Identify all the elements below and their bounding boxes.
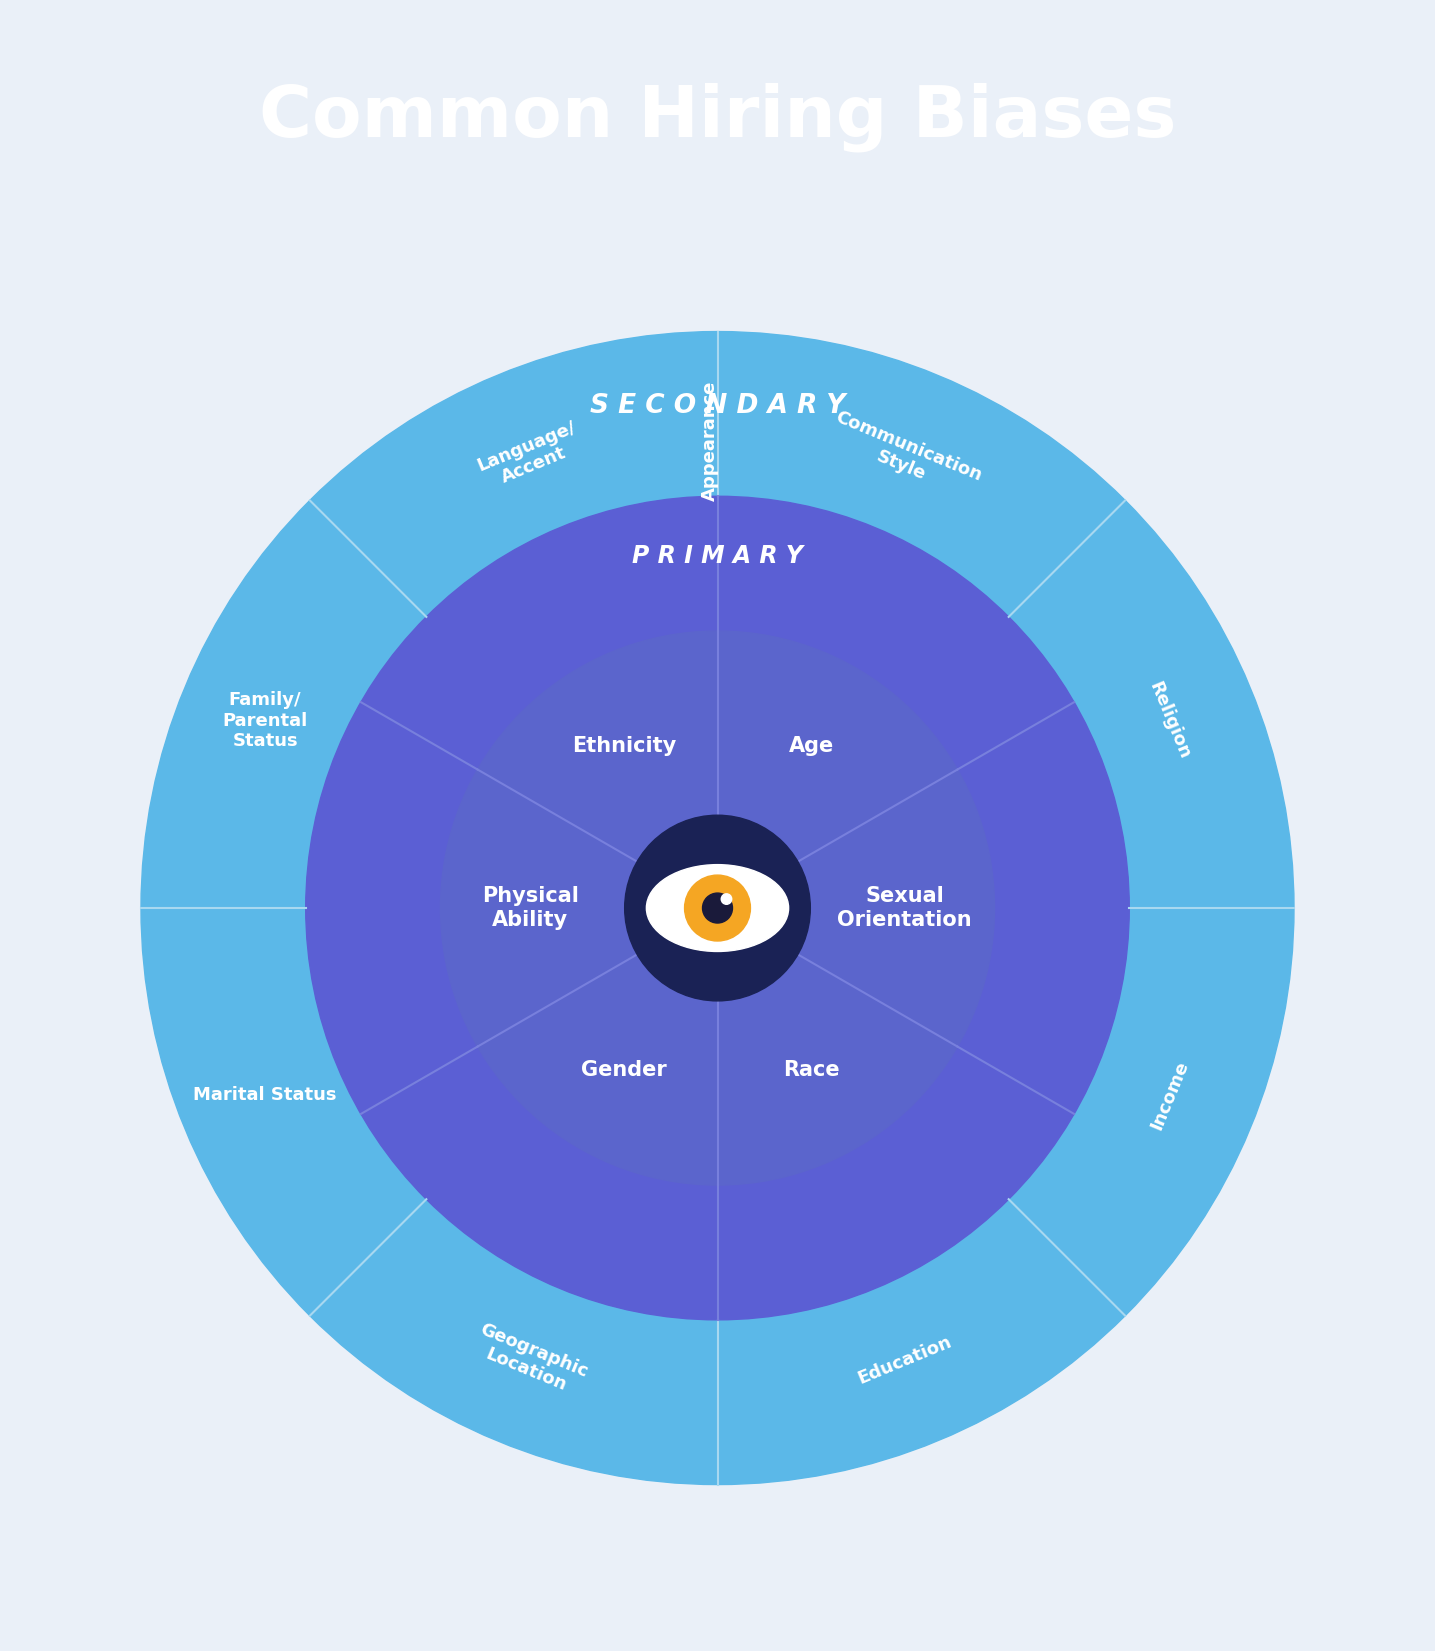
Text: Income: Income [1148,1058,1192,1133]
Text: Physical
Ability: Physical Ability [482,887,578,930]
Circle shape [684,875,751,941]
Text: Common Hiring Biases: Common Hiring Biases [258,83,1177,152]
Text: Appearance: Appearance [700,381,719,502]
Text: Age: Age [788,736,834,756]
Text: Geographic
Location: Geographic Location [469,1321,591,1400]
Text: Religion: Religion [1145,679,1194,763]
Circle shape [141,332,1294,1484]
Circle shape [306,497,1129,1319]
Text: Race: Race [782,1060,839,1080]
Text: Marital Status: Marital Status [194,1086,337,1105]
Text: Sexual
Orientation: Sexual Orientation [838,887,971,930]
Text: Language/
Accent: Language/ Accent [474,418,585,494]
Circle shape [624,816,811,1001]
Circle shape [703,893,732,923]
Ellipse shape [646,865,789,951]
Text: S E C O N D A R Y: S E C O N D A R Y [590,393,845,419]
Text: Gender: Gender [581,1060,667,1080]
Circle shape [722,893,732,905]
Text: P R I M A R Y: P R I M A R Y [631,545,804,568]
Text: Family/
Parental
Status: Family/ Parental Status [222,690,307,751]
Text: Communication
Style: Communication Style [825,408,984,504]
Text: Education: Education [855,1332,954,1388]
Circle shape [441,631,994,1185]
Text: Ethnicity: Ethnicity [571,736,676,756]
